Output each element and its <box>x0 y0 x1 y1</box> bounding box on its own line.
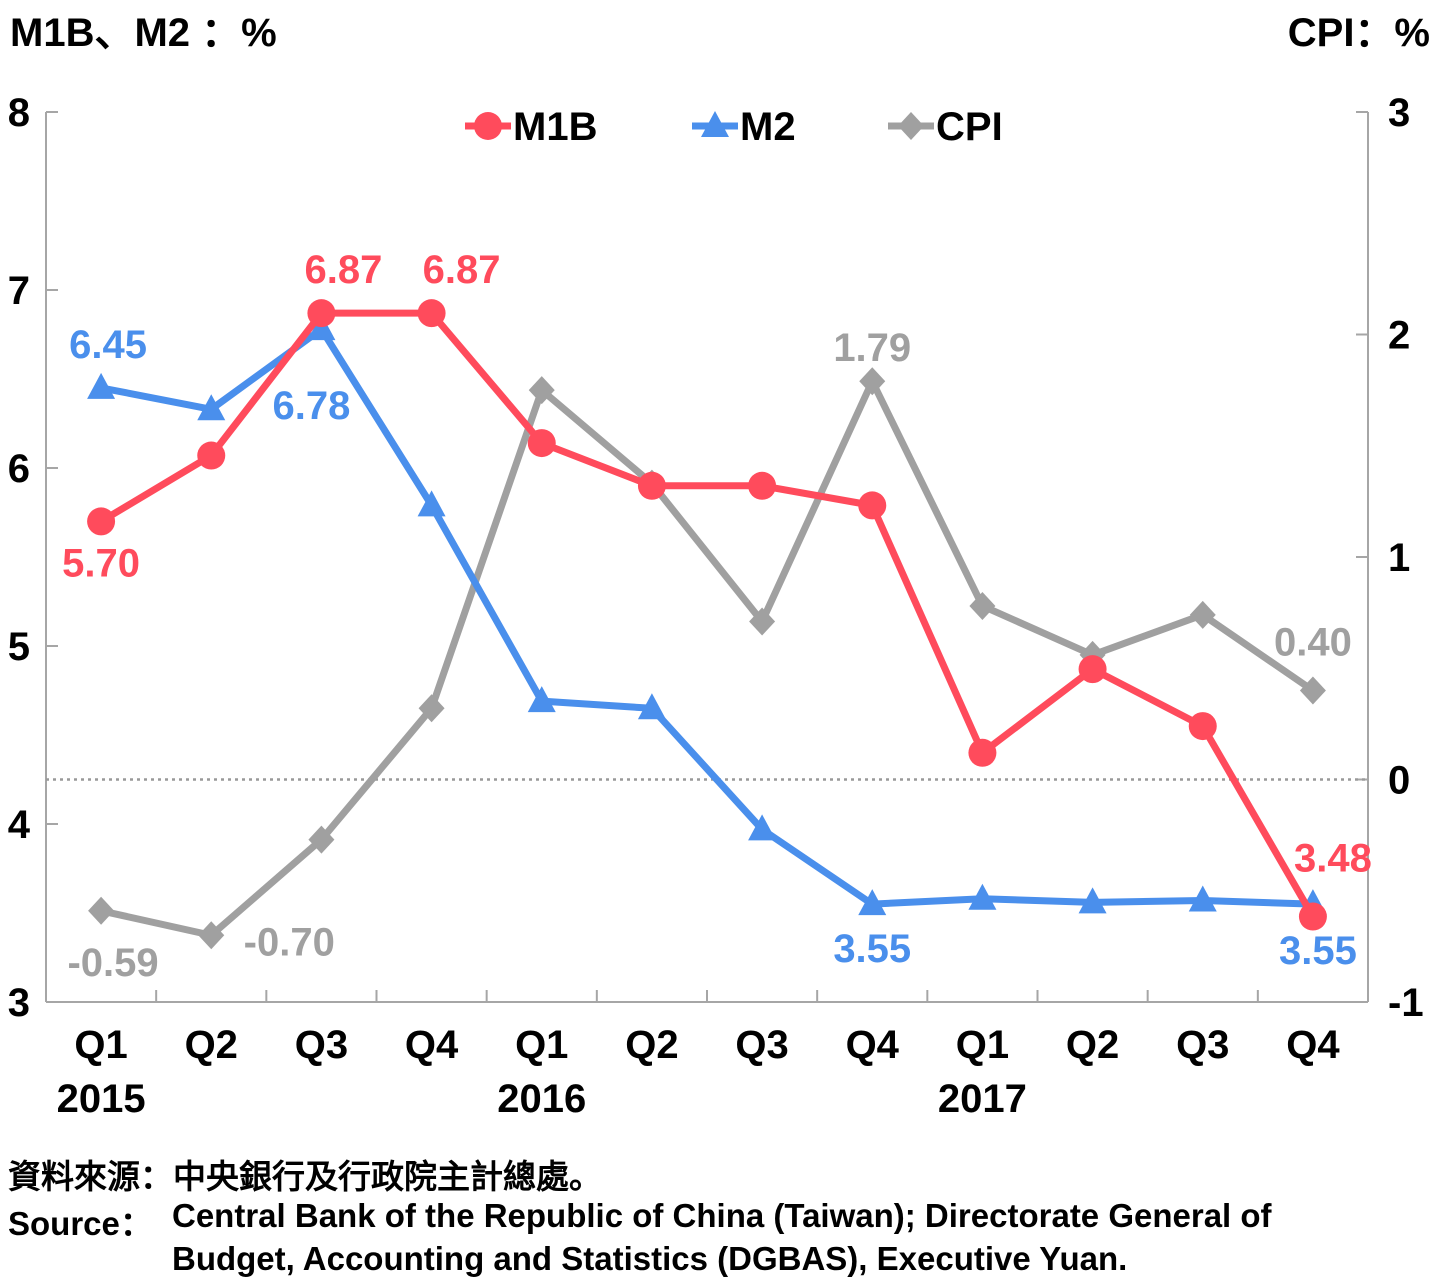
m2-point <box>87 372 116 399</box>
m1b-line <box>99 309 1316 919</box>
x-tick-label: Q4 <box>846 1023 900 1067</box>
source-en-line2: Budget, Accounting and Statistics (DGBAS… <box>172 1240 1128 1277</box>
left-axis-title: M1B、M2 ：% <box>10 11 277 55</box>
left-tick-label: 8 <box>8 91 30 135</box>
m1b-data-label: 3.48 <box>1294 837 1372 881</box>
m1b-data-label: 5.70 <box>62 541 140 585</box>
x-tick-label: Q1 <box>74 1023 127 1067</box>
x-tick-label: Q1 <box>515 1023 568 1067</box>
left-tick-label: 4 <box>8 803 31 847</box>
legend-m2-label: M2 <box>740 105 796 149</box>
cpi-point <box>749 607 776 636</box>
right-tick-label: 3 <box>1388 91 1410 135</box>
left-tick-label: 5 <box>8 625 30 669</box>
cpi-point <box>969 591 996 620</box>
x-tick-label: Q2 <box>185 1023 238 1067</box>
x-tick-label: Q3 <box>295 1023 348 1067</box>
m2-point <box>968 883 997 910</box>
x-tick-label: Q3 <box>735 1023 788 1067</box>
year-label: 2015 <box>57 1077 146 1121</box>
m2-point <box>858 889 887 916</box>
right-axis-title: CPI：% <box>1288 11 1430 55</box>
m2-point <box>527 686 556 713</box>
cpi-point <box>859 367 886 396</box>
source-en-line1: Central Bank of the Republic of China (T… <box>172 1197 1272 1234</box>
legend-m1b-marker <box>474 112 502 140</box>
m1b-point <box>968 738 997 767</box>
m1b-point <box>858 491 887 520</box>
x-tick-label: Q1 <box>956 1023 1009 1067</box>
line-chart: M1B、M2 ：% CPI：% 3 4 5 6 7 8 -1 0 1 2 3 Q1 Q2 Q3 Q4 Q1 Q2… <box>8 11 1430 1121</box>
right-tick-label: 1 <box>1388 536 1410 580</box>
source-en-label: Source： <box>8 1205 153 1242</box>
cpi-data-label: -0.70 <box>244 920 335 964</box>
m1b-point <box>527 429 556 458</box>
left-tick-label: 3 <box>8 981 30 1025</box>
x-tick-label: Q2 <box>1066 1023 1119 1067</box>
m2-data-label: 6.78 <box>272 384 350 428</box>
legend-m1b-label: M1B <box>513 105 597 149</box>
m2-data-label: 3.55 <box>1279 929 1357 973</box>
cpi-data-label: 1.79 <box>833 326 911 370</box>
x-tick-label: Q3 <box>1176 1023 1229 1067</box>
m1b-data-label: 6.87 <box>304 248 382 292</box>
m2-point <box>637 693 666 720</box>
x-tick-label: Q2 <box>625 1023 678 1067</box>
m1b-point <box>87 507 116 536</box>
right-tick-label: -1 <box>1388 981 1424 1025</box>
m2-point <box>748 814 777 841</box>
m1b-point <box>1298 902 1327 931</box>
cpi-point <box>418 694 445 723</box>
cpi-point <box>308 825 335 854</box>
left-tick-label: 6 <box>8 447 30 491</box>
m1b-data-label: 6.87 <box>423 248 501 292</box>
m1b-point <box>417 299 446 328</box>
m1b-point <box>637 471 666 500</box>
right-tick-label: 0 <box>1388 759 1410 803</box>
year-label: 2016 <box>497 1077 586 1121</box>
legend-cpi-label: CPI <box>936 105 1003 149</box>
right-tick-label: 2 <box>1388 314 1410 358</box>
year-label: 2017 <box>938 1077 1027 1121</box>
m2-point <box>307 314 336 341</box>
m1b-point <box>1188 712 1217 741</box>
cpi-point <box>88 896 115 925</box>
cpi-point <box>528 376 555 405</box>
legend-cpi-marker <box>898 112 924 140</box>
x-tick-label: Q4 <box>405 1023 459 1067</box>
x-tick-label: Q4 <box>1286 1023 1340 1067</box>
cpi-line <box>100 377 1315 939</box>
cpi-point <box>1299 676 1326 705</box>
m2-point <box>1078 887 1107 914</box>
cpi-data-label: 0.40 <box>1274 621 1352 665</box>
m1b-point <box>197 441 226 470</box>
m1b-point <box>1078 655 1107 684</box>
cpi-data-label: -0.59 <box>67 941 158 985</box>
m2-point <box>1188 885 1217 912</box>
cpi-point <box>1189 600 1216 629</box>
left-tick-label: 7 <box>8 269 30 313</box>
m1b-point <box>307 299 336 328</box>
m2-point <box>197 394 226 421</box>
legend-m2-marker <box>701 111 729 137</box>
m2-data-label: 3.55 <box>833 927 911 971</box>
cpi-point <box>198 921 225 950</box>
m2-data-label: 6.45 <box>69 323 147 367</box>
m1b-point <box>748 471 777 500</box>
source-zh: 資料來源：中央銀行及行政院主計總處。 <box>8 1158 602 1195</box>
m2-point <box>417 490 446 517</box>
